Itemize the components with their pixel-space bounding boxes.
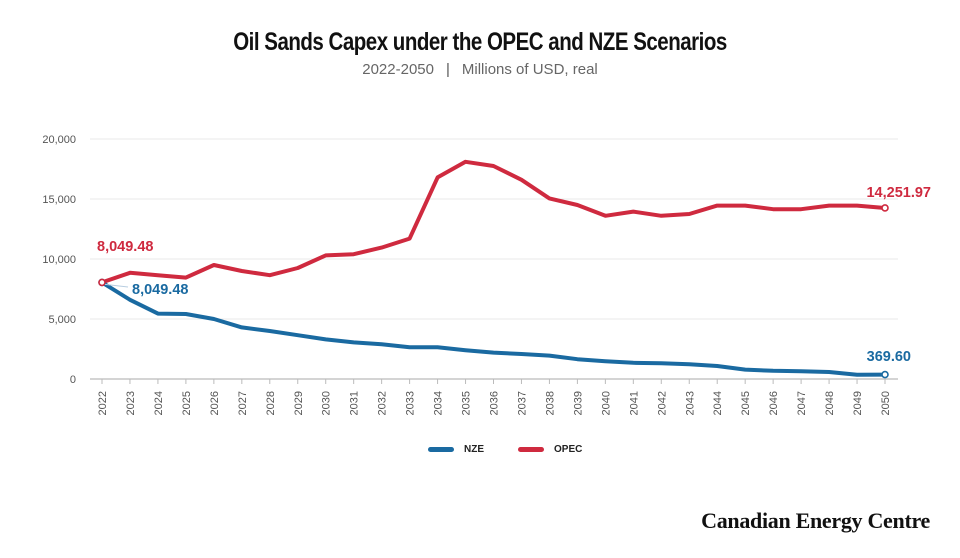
annotation-leader [104,283,129,288]
x-tick-label: 2050 [880,391,892,415]
x-tick-label: 2025 [181,391,193,415]
x-tick-label: 2039 [572,391,584,415]
x-tick-label: 2022 [97,391,109,415]
x-tick-label: 2030 [321,391,333,415]
series-line-nze [100,280,887,377]
data-label-opec: 14,251.97 [866,185,931,201]
legend-swatch-nze [428,446,454,452]
y-tick-label: 0 [70,374,76,386]
series-line-opec [100,159,887,285]
x-tick-label: 2033 [405,391,417,415]
y-tick-label: 5,000 [48,314,76,326]
x-tick-label: 2044 [712,391,724,415]
x-tick-label: 2026 [209,391,221,415]
chart-subtitle: 2022-2050 | Millions of USD, real [0,61,960,78]
x-tick-label: 2028 [265,391,277,415]
x-tick-label: 2038 [544,391,556,415]
chart-title: Oil Sands Capex under the OPEC and NZE S… [233,28,727,56]
x-tick-label: 2041 [628,391,640,415]
legend-label-nze: NZE [464,443,484,455]
subtitle-units: Millions of USD, real [461,61,598,78]
legend-item-nze: NZE [428,441,484,457]
x-tick-label: 2043 [684,391,696,415]
x-tick-label: 2036 [489,391,501,415]
x-tick-label: 2031 [349,391,361,415]
x-tick-label: 2046 [768,391,780,415]
x-tick-label: 2027 [237,391,249,415]
point-marker-nze [881,370,889,379]
legend-swatch-opec [518,446,544,452]
x-tick-label: 2032 [377,391,389,415]
subtitle-separator: | [445,61,450,78]
point-marker-opec [98,278,106,287]
x-tick-label: 2048 [824,391,836,415]
subtitle-range: 2022-2050 [362,61,434,78]
brand-logo: Canadian Energy Centre [701,508,930,533]
y-tick-label: 10,000 [42,254,76,266]
legend-item-opec: OPEC [518,441,582,457]
x-tick-label: 2040 [600,391,612,415]
x-tick-label: 2042 [656,391,668,415]
x-tick-label: 2023 [125,391,137,415]
x-tick-label: 2029 [293,391,305,415]
data-label-opec: 8,049.48 [97,239,153,255]
x-tick-label: 2045 [740,391,752,415]
y-tick-label: 20,000 [42,134,76,146]
point-marker-opec [881,204,889,212]
x-tick-label: 2037 [516,391,528,415]
x-tick-label: 2049 [852,391,864,415]
x-tick-label: 2035 [461,391,473,415]
data-label-nze: 8,049.48 [132,282,188,298]
x-tick-label: 2034 [433,391,445,415]
legend-label-opec: OPEC [554,443,583,455]
x-tick-label: 2047 [796,391,808,415]
y-tick-label: 15,000 [42,194,76,206]
chart-legend: NZE OPEC [0,441,960,457]
x-tick-label: 2024 [153,391,165,415]
data-label-nze: 369.60 [867,349,911,365]
